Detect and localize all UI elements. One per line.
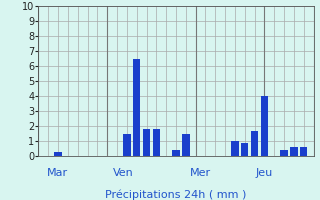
Text: Ven: Ven [113,168,134,178]
Bar [143,129,150,156]
Bar [300,147,308,156]
Bar [123,134,131,156]
Bar [251,130,258,156]
Bar [182,134,189,156]
Bar [290,147,298,156]
Bar [241,142,249,156]
Text: Mer: Mer [190,168,211,178]
Bar [54,152,62,156]
Bar [231,141,239,156]
Text: Jeu: Jeu [255,168,273,178]
Bar [261,96,268,156]
Bar [133,58,140,156]
Bar [280,150,288,156]
Text: Mar: Mar [47,168,68,178]
Text: Précipitations 24h ( mm ): Précipitations 24h ( mm ) [105,189,247,200]
Bar [172,150,180,156]
Bar [153,129,160,156]
